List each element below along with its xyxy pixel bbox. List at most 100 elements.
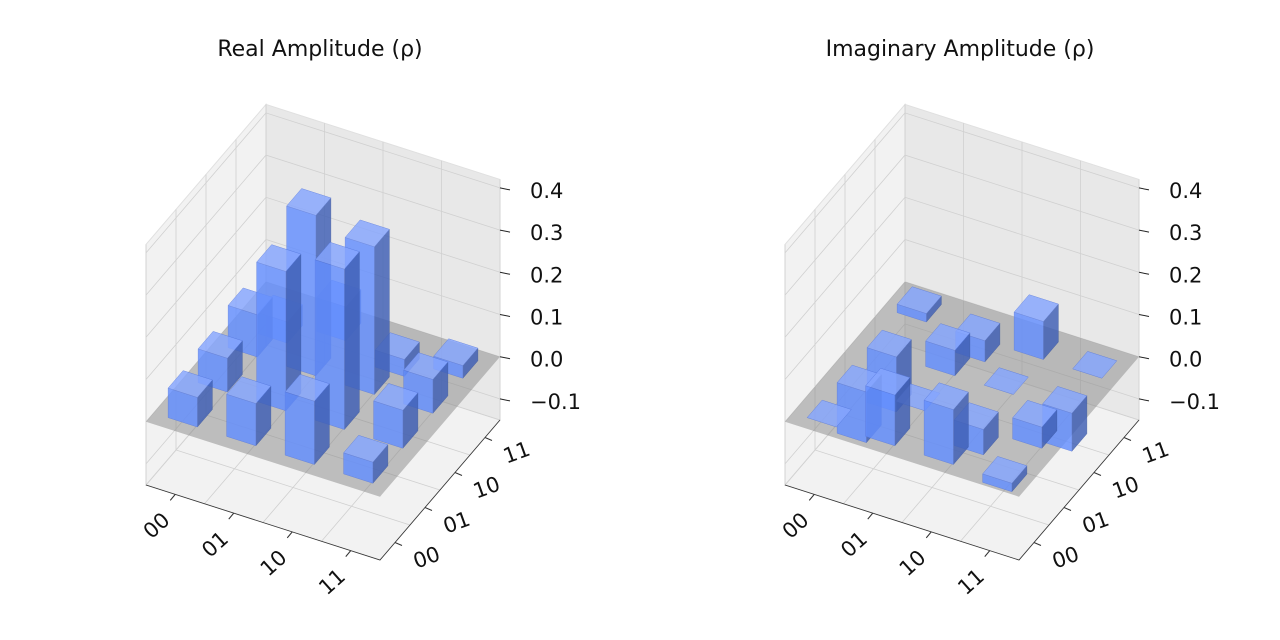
bar-top — [896, 286, 942, 314]
x-tick — [808, 494, 815, 501]
bar — [197, 331, 243, 393]
bar — [1013, 294, 1059, 361]
bar-top — [226, 376, 272, 404]
x-tick — [867, 512, 874, 520]
bar-top — [373, 383, 419, 411]
axis-line — [784, 419, 1140, 561]
bar — [1042, 386, 1088, 452]
z-tick — [499, 356, 511, 360]
x-tick-label: 11 — [953, 564, 989, 600]
x-tick-label: 10 — [256, 545, 292, 581]
z-tick-label: 0.0 — [1169, 348, 1202, 372]
grid-line — [175, 209, 411, 526]
grid-line — [814, 209, 1050, 526]
bar-front — [923, 399, 954, 465]
z-tick — [499, 314, 511, 317]
y-tick-label: 10 — [470, 472, 503, 504]
bar-top — [403, 352, 449, 380]
x-tick-label: 00 — [778, 508, 814, 544]
bar — [284, 374, 330, 466]
bar-top — [923, 382, 969, 410]
z-tick-label: 0.2 — [530, 263, 563, 287]
grid-line — [784, 196, 1140, 338]
bar-front — [865, 385, 896, 447]
bar — [925, 323, 971, 377]
x-tick — [925, 531, 932, 539]
bar — [373, 383, 419, 449]
bar-top — [865, 367, 911, 396]
z-tick-label: 0.1 — [530, 306, 563, 330]
bar — [256, 244, 302, 412]
bar-top — [197, 331, 243, 359]
axis-line — [145, 419, 501, 561]
bar-top — [925, 323, 971, 351]
bar-top — [167, 370, 213, 398]
z-tick — [1138, 271, 1150, 275]
bar-top — [433, 338, 479, 366]
y-tick — [1033, 542, 1042, 546]
z-tick-label: −0.1 — [530, 390, 581, 414]
bar — [983, 367, 1029, 395]
z-tick-label: −0.1 — [1169, 390, 1220, 414]
bar-top — [256, 244, 302, 272]
bar — [923, 382, 969, 466]
y-tick-label: 11 — [1139, 437, 1172, 469]
z-tick — [499, 271, 511, 275]
bar — [982, 456, 1028, 493]
x-tick — [984, 550, 991, 557]
bar — [1012, 399, 1058, 449]
z-tick — [499, 229, 511, 233]
y-tick — [1063, 507, 1072, 511]
x-tick-label: 00 — [139, 508, 175, 544]
z-tick — [1138, 314, 1150, 317]
z-tick-label: 0.0 — [530, 348, 563, 372]
bar-top — [1072, 351, 1118, 379]
grid-line — [784, 112, 1140, 254]
bar — [226, 376, 272, 447]
z-tick — [499, 187, 511, 191]
y-tick-label: 00 — [410, 542, 443, 574]
y-tick-label: 00 — [1049, 542, 1082, 574]
bar — [896, 286, 942, 323]
bar-top — [1042, 386, 1088, 414]
bar — [806, 399, 852, 428]
bar-side — [344, 250, 360, 431]
bar-top — [866, 329, 912, 358]
bar — [865, 367, 911, 447]
bar-top — [286, 188, 332, 216]
x-tick-label: 10 — [895, 545, 931, 581]
y-tick — [424, 507, 433, 511]
bar-side — [374, 228, 390, 396]
x-tick-label: 11 — [314, 564, 350, 600]
y-tick-label: 10 — [1109, 472, 1142, 504]
z-tick-label: 0.4 — [530, 179, 563, 203]
x-tick — [228, 512, 235, 520]
y-tick — [1093, 472, 1102, 476]
chart-title: Real Amplitude (ρ) — [217, 37, 422, 62]
bar — [343, 434, 389, 484]
z-tick-label: 0.2 — [1169, 263, 1202, 287]
bar — [1072, 351, 1118, 379]
y-tick — [484, 437, 493, 441]
bar-front — [284, 391, 315, 465]
y-tick-label: 01 — [1079, 507, 1112, 539]
z-tick — [1138, 187, 1150, 191]
x-tick — [345, 550, 352, 557]
z-tick — [1138, 356, 1150, 360]
bar-top — [983, 367, 1029, 395]
grid-line — [784, 239, 1140, 380]
z-tick — [1138, 229, 1150, 233]
grid-line — [145, 196, 501, 338]
grid-line — [784, 154, 1140, 296]
z-tick-label: 0.3 — [530, 221, 563, 245]
bar-top — [284, 374, 330, 402]
bar-top — [343, 434, 389, 463]
bar-top — [806, 399, 852, 428]
bar-top — [1012, 399, 1058, 428]
grid-line — [145, 154, 501, 296]
z-tick-label: 0.3 — [1169, 221, 1202, 245]
chart-title: Imaginary Amplitude (ρ) — [826, 37, 1095, 62]
bar-top — [344, 219, 390, 248]
bar — [167, 370, 213, 428]
